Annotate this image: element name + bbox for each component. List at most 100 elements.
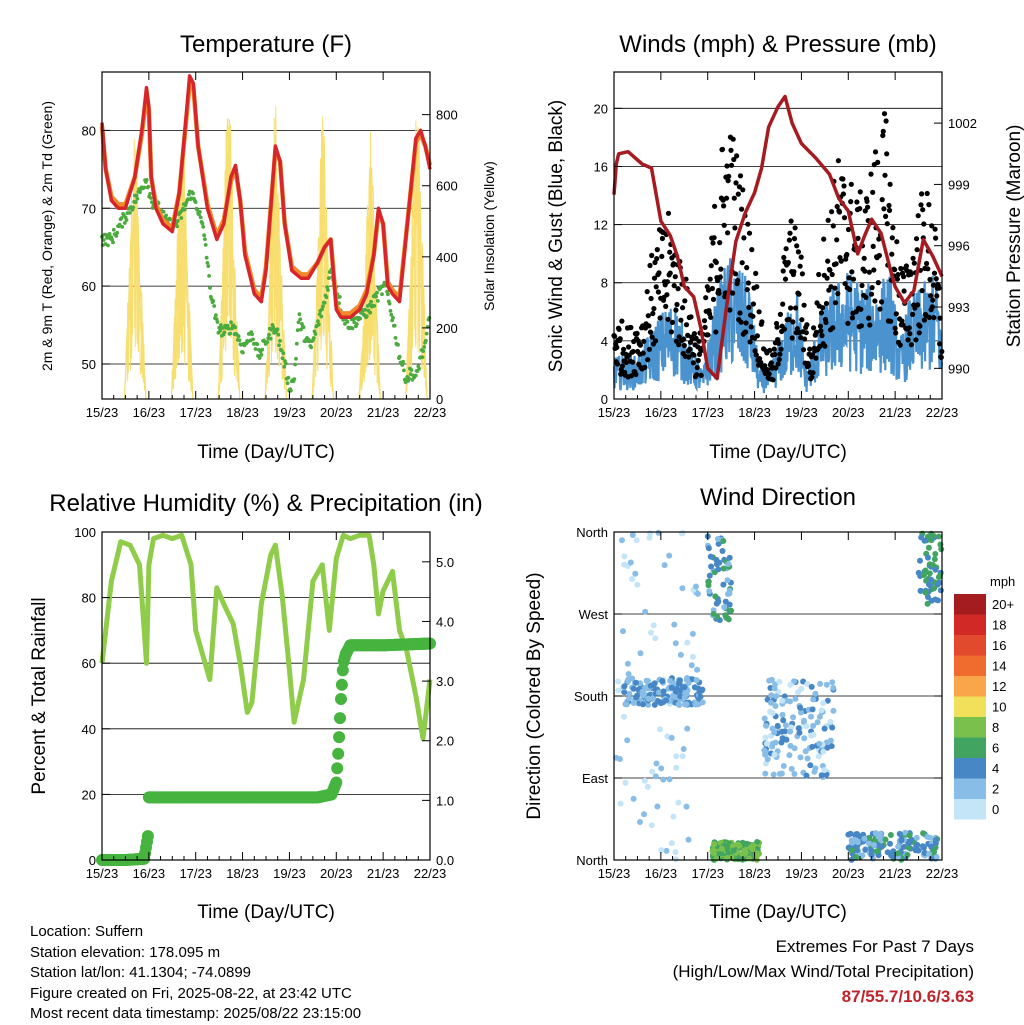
dewpoint-point: [294, 341, 299, 346]
direction-point: [821, 725, 828, 732]
x-tick-label: 22/23: [926, 405, 959, 420]
direction-point: [705, 545, 712, 552]
gust-point: [780, 301, 786, 307]
gust-point: [656, 270, 662, 276]
direction-point: [644, 783, 651, 790]
gust-point: [691, 352, 697, 358]
direction-title: Wind Direction: [700, 484, 856, 511]
gust-point: [798, 254, 804, 260]
dewpoint-point: [320, 307, 324, 312]
precip-point: [331, 762, 344, 775]
gust-point: [744, 265, 750, 271]
gust-point: [917, 323, 923, 329]
dewpoint-point: [219, 323, 223, 327]
y2-tick-label: 996: [948, 239, 970, 254]
gust-point: [906, 325, 912, 331]
direction-point: [720, 581, 727, 588]
gust-point: [619, 363, 626, 369]
y2-tick-label: 600: [436, 179, 458, 194]
gust-point: [695, 357, 701, 364]
gust-point: [616, 326, 622, 332]
direction-point: [804, 681, 811, 687]
direction-point: [707, 553, 714, 560]
direction-point: [632, 570, 639, 577]
dewpoint-point: [106, 243, 110, 248]
dewpoint-point: [289, 388, 293, 393]
gust-point: [687, 346, 693, 352]
gust-point: [777, 311, 784, 317]
y-tick-label: 60: [82, 279, 96, 294]
gust-point: [793, 305, 799, 311]
x-tick-label: 21/23: [879, 866, 912, 881]
gust-point: [927, 276, 933, 283]
gust-point: [801, 302, 807, 308]
direction-point: [935, 533, 942, 540]
direction-point: [921, 537, 928, 544]
direction-point: [928, 843, 935, 850]
dewpoint-point: [161, 209, 166, 214]
direction-point: [706, 588, 713, 595]
gust-point: [649, 334, 655, 340]
gust-point: [838, 258, 844, 264]
gust-point: [647, 329, 654, 335]
dewpoint-point: [182, 207, 187, 212]
dewpoint-point: [144, 178, 149, 182]
direction-point: [928, 597, 935, 604]
gust-point: [696, 351, 703, 357]
dewpoint-point: [299, 327, 303, 332]
gust-point: [730, 136, 736, 142]
gust-point: [890, 225, 896, 231]
gust-point: [802, 336, 808, 342]
x-tick-label: 18/23: [738, 405, 771, 420]
direction-point: [684, 639, 691, 646]
dewpoint-point: [293, 362, 297, 367]
solar-line: [217, 118, 241, 400]
x-tick-label: 20/23: [832, 866, 865, 881]
direction-point: [741, 847, 748, 854]
gust-point: [893, 330, 899, 336]
precip-point: [332, 747, 345, 760]
direction-point: [720, 538, 727, 544]
dewpoint-point: [326, 288, 330, 292]
dewpoint-point: [211, 299, 216, 303]
gust-point: [813, 329, 820, 335]
x-tick-label: 20/23: [832, 405, 865, 420]
dewpoint-point: [284, 361, 288, 366]
dewpoint-point: [324, 295, 329, 300]
direction-point: [773, 693, 780, 700]
x-tick-label: 18/23: [226, 866, 259, 881]
direction-point: [642, 608, 649, 615]
gust-point: [738, 319, 744, 325]
x-tick-label: 21/23: [367, 866, 400, 881]
gust-point: [617, 336, 623, 342]
direction-point: [710, 611, 717, 617]
dewpoint-point: [124, 218, 129, 222]
temperature-series: [99, 74, 433, 393]
temperature-title: Temperature (F): [180, 31, 352, 58]
gust-point: [819, 332, 825, 339]
direction-point: [715, 566, 722, 573]
gust-point: [894, 276, 901, 282]
solar-ylabel: Solar Insolation (Yellow): [481, 161, 497, 311]
direction-point: [675, 799, 682, 806]
dewpoint-point: [309, 345, 314, 350]
dewpoint-point: [131, 205, 136, 210]
gust-point: [698, 372, 704, 378]
direction-point: [645, 701, 652, 708]
gust-point: [748, 324, 754, 330]
precip-point: [335, 693, 347, 705]
gust-point: [803, 330, 809, 336]
gust-point: [903, 263, 910, 269]
direction-point: [894, 850, 901, 857]
y-tick-label: North: [576, 525, 608, 540]
gust-point: [825, 258, 831, 264]
gust-point: [832, 300, 839, 306]
direction-point: [921, 572, 927, 578]
pressure-line: [612, 94, 944, 381]
gust-point: [710, 240, 716, 246]
direction-point: [671, 621, 678, 628]
direction-point: [854, 831, 861, 837]
direction-point: [621, 553, 628, 560]
gust-point: [842, 281, 848, 287]
direction-point: [787, 742, 794, 749]
